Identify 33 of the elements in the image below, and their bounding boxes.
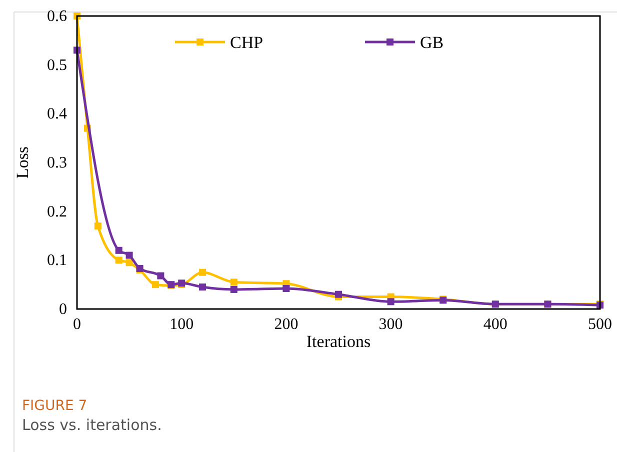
- y-axis-title: Loss: [13, 146, 32, 179]
- point: [230, 278, 238, 286]
- point: [157, 272, 164, 280]
- point: [282, 284, 290, 292]
- point: [230, 286, 238, 293]
- point: [115, 256, 122, 264]
- point: [115, 246, 122, 254]
- point: [152, 281, 159, 288]
- caption: FIGURE 7: [22, 398, 88, 414]
- y-tick-label: 0.3: [47, 154, 67, 172]
- y-tick-label: 0.6: [47, 8, 67, 25]
- x-axis-title: Iterations: [306, 332, 371, 351]
- point: [199, 268, 206, 276]
- x-tick-label: 100: [170, 316, 194, 333]
- x-tick-label: 300: [378, 316, 403, 333]
- point: [126, 259, 133, 266]
- legend-label: GB: [420, 33, 444, 52]
- y-tick-label: 0: [59, 301, 67, 318]
- point: [126, 252, 133, 259]
- x-tick-label: 0: [73, 316, 81, 333]
- y-tick-label: 0.2: [47, 203, 67, 220]
- y-tick-label: 0.1: [47, 252, 67, 270]
- point: [387, 298, 394, 306]
- x-tick-label: 400: [483, 316, 508, 333]
- point: [94, 222, 102, 230]
- point: [335, 290, 342, 298]
- text: Loss vs. iterations.: [22, 416, 162, 434]
- x-tick-label: 500: [588, 316, 612, 333]
- point: [199, 284, 206, 291]
- y-tick-label: 0.5: [47, 56, 67, 74]
- x-tick-label: 200: [274, 316, 298, 333]
- legend-label: CHP: [230, 33, 264, 52]
- y-tick-label: 0.4: [47, 106, 67, 123]
